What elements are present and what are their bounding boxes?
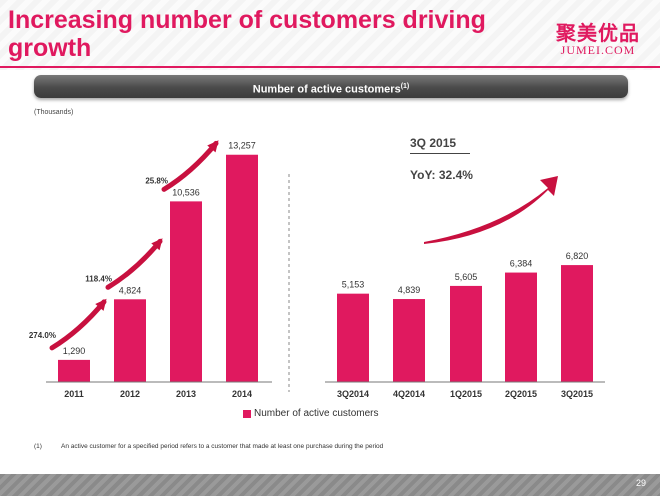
footnote-number: (1) <box>34 443 42 450</box>
x-tick-2012: 2012 <box>120 389 140 399</box>
value-label-2011: 1,290 <box>63 346 86 356</box>
value-label-4Q2014: 4,839 <box>398 285 421 295</box>
company-logo: 聚美优品 JUMEI.COM <box>556 22 640 56</box>
x-tick-4Q2014: 4Q2014 <box>393 389 425 399</box>
bar-3Q2015 <box>561 265 593 382</box>
x-tick-3Q2014: 3Q2014 <box>337 389 369 399</box>
bar-2011 <box>58 359 90 382</box>
quarter-callout-title: 3Q 2015 <box>410 136 457 150</box>
bar-2014 <box>226 154 258 382</box>
bar-2013 <box>170 201 202 382</box>
growth-arrow-2 <box>105 238 163 290</box>
x-tick-1Q2015: 1Q2015 <box>450 389 482 399</box>
growth-label-1: 274.0% <box>29 331 56 340</box>
footer-bar: 29 <box>0 474 660 496</box>
bar-4Q2014 <box>393 299 425 382</box>
quarter-callout-yoy: YoY: 32.4% <box>410 168 473 182</box>
page-title: Increasing number of customers driving g… <box>8 6 486 62</box>
page-number: 29 <box>635 478 646 488</box>
value-label-2013: 10,536 <box>172 187 200 197</box>
banner-title: Number of active customers <box>252 83 401 96</box>
banner-footnote-marker: (1) <box>400 83 410 90</box>
chart-title-banner: Number of active customers(1) <box>34 75 628 98</box>
bar-3Q2014 <box>337 293 369 382</box>
value-label-3Q2014: 5,153 <box>342 280 365 290</box>
bar-1Q2015 <box>450 285 482 382</box>
growth-label-2: 118.4% <box>85 274 112 283</box>
x-tick-3Q2015: 3Q2015 <box>561 389 593 399</box>
quarter-callout-underline <box>410 153 470 154</box>
units-label: (Thousands) <box>34 109 74 116</box>
bar-2012 <box>114 299 146 382</box>
x-tick-2014: 2014 <box>232 389 252 399</box>
x-tick-2013: 2013 <box>176 389 196 399</box>
header-divider <box>0 66 660 68</box>
bar-2Q2015 <box>505 272 537 382</box>
growth-arrow-3 <box>161 140 219 192</box>
value-label-2014: 13,257 <box>228 141 256 151</box>
legend-swatch <box>243 409 251 418</box>
growth-label-3: 25.8% <box>145 176 168 185</box>
trend-arrow <box>424 176 558 244</box>
growth-arrow-head-1 <box>95 298 107 311</box>
value-label-1Q2015: 5,605 <box>455 272 478 282</box>
footnote-text: An active customer for a specified perio… <box>61 443 384 450</box>
legend-label: Number of active customers <box>254 408 379 419</box>
header-background <box>0 0 660 70</box>
value-label-2Q2015: 6,384 <box>510 259 533 269</box>
logo-english: JUMEI.COM <box>560 43 636 57</box>
growth-arrow-1 <box>49 299 107 351</box>
value-label-2012: 4,824 <box>119 285 142 295</box>
x-tick-2Q2015: 2Q2015 <box>505 389 537 399</box>
logo-chinese: 聚美优品 <box>556 21 640 45</box>
growth-arrow-head-2 <box>151 238 163 251</box>
x-tick-2011: 2011 <box>64 389 84 399</box>
growth-arrow-head-3 <box>207 140 219 153</box>
value-label-3Q2015: 6,820 <box>566 251 589 261</box>
chart-legend: Number of active customers <box>243 408 379 419</box>
